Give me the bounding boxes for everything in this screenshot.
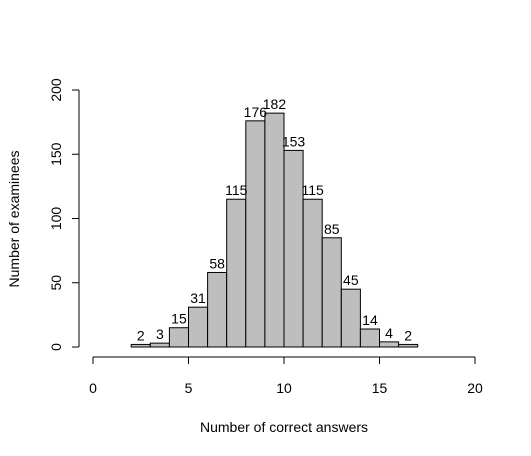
y-axis: 0 50 100 150 200 <box>48 78 80 351</box>
bar-count-label: 182 <box>263 96 287 112</box>
histogram-bar <box>207 271 228 348</box>
bar-count-label: 85 <box>324 221 340 237</box>
histogram-bar <box>130 343 151 348</box>
x-axis-label: Number of correct answers <box>200 419 368 435</box>
x-tick-label: 10 <box>276 380 292 396</box>
bar-count-label: 115 <box>301 182 324 198</box>
x-tick-label: 20 <box>467 380 483 396</box>
bar-count-label: 115 <box>225 182 248 198</box>
histogram-bar <box>245 120 266 348</box>
histogram-bar <box>188 306 209 348</box>
histogram-bar <box>168 327 189 348</box>
histogram-bar <box>398 343 419 348</box>
x-tick-label: 0 <box>89 380 97 396</box>
bar-count-label: 176 <box>244 104 268 120</box>
bar-count-label: 4 <box>385 325 393 341</box>
histogram-bar <box>283 149 304 348</box>
x-tick-label: 15 <box>372 380 388 396</box>
histogram-bar <box>149 342 170 348</box>
bar-count-label: 31 <box>190 290 206 306</box>
histogram-bar <box>226 198 247 348</box>
bar-count-label: 14 <box>362 312 378 328</box>
y-tick-label: 200 <box>48 78 64 102</box>
x-tick-label: 5 <box>185 380 193 396</box>
bar-count-label: 58 <box>209 255 225 271</box>
histogram-bar <box>359 328 380 348</box>
bar-count-label: 15 <box>171 311 187 327</box>
histogram-bar <box>321 237 342 348</box>
bar-count-label: 2 <box>137 327 145 343</box>
bar-count-label: 3 <box>156 326 164 342</box>
y-tick-label: 150 <box>48 142 64 166</box>
y-axis-label: Number of examinees <box>6 151 22 288</box>
bar-count-label: 2 <box>404 327 412 343</box>
histogram-bar <box>302 198 323 348</box>
y-tick-label: 0 <box>48 343 64 351</box>
histogram-bar <box>379 341 400 348</box>
histogram-bar <box>340 288 361 348</box>
bar-count-label: 153 <box>282 133 306 149</box>
bar-count-label: 45 <box>343 272 359 288</box>
y-tick-label: 100 <box>48 207 64 231</box>
x-axis: 0 5 10 15 20 <box>89 356 483 396</box>
bars-group <box>130 112 419 348</box>
y-tick-label: 50 <box>48 275 64 291</box>
